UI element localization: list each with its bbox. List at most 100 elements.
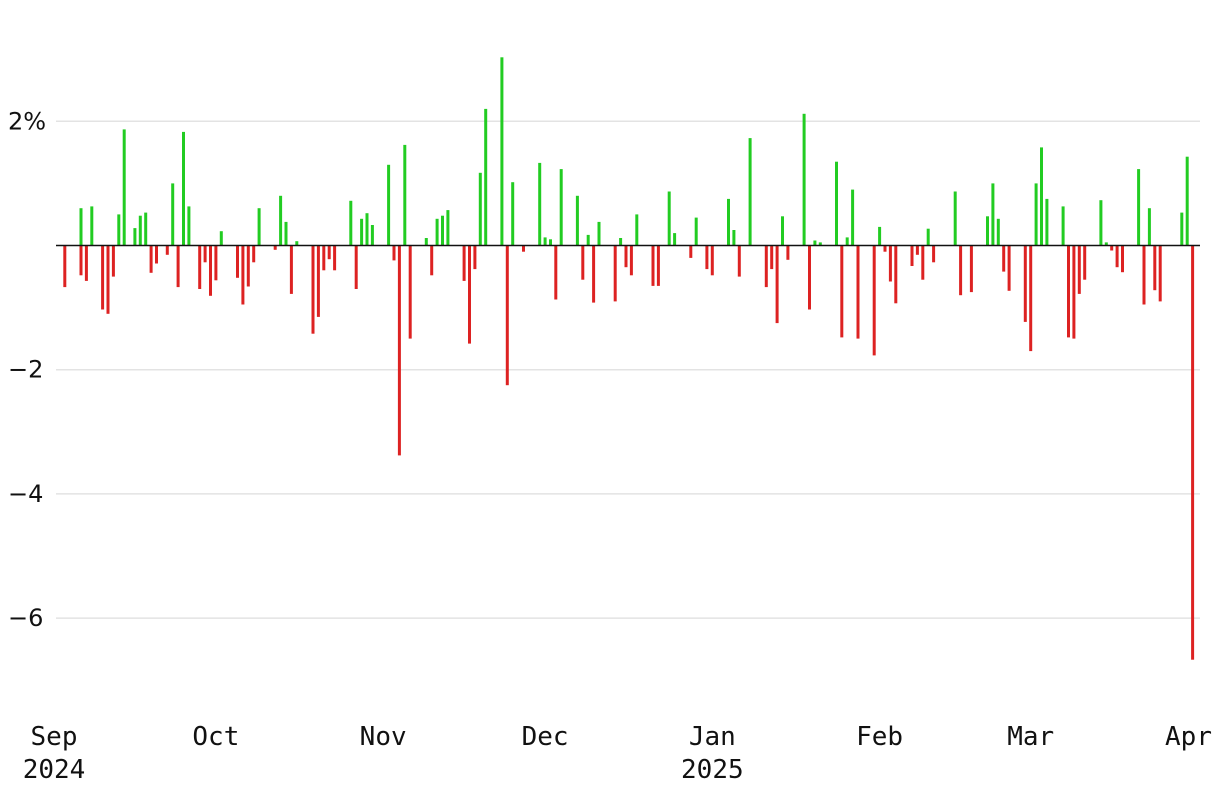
bar-positive-82: [673, 233, 677, 246]
bar-negative-110: [910, 245, 914, 266]
bar-negative-0: [63, 245, 67, 288]
bar-negative-41: [354, 245, 358, 289]
bar-negative-95: [786, 245, 790, 260]
bar-negative-2: [79, 245, 83, 276]
bar-positive-58: [478, 172, 482, 246]
bar-negative-132: [1083, 245, 1087, 280]
bar-positive-43: [365, 213, 369, 246]
bar-negative-131: [1077, 245, 1081, 294]
bar-negative-74: [613, 245, 617, 302]
bar-negative-36: [316, 245, 320, 317]
bar-positive-11: [138, 215, 142, 246]
bar-negative-22: [209, 245, 212, 296]
bar-positive-34: [295, 241, 299, 246]
bar-positive-54: [446, 210, 450, 246]
bar-negative-124: [1029, 245, 1033, 352]
bar-negative-85: [705, 245, 709, 270]
bar-positive-118: [986, 216, 989, 246]
bar-negative-83: [689, 245, 693, 258]
y-tick-label-0: 2%: [8, 107, 46, 135]
bar-positive-144: [1185, 156, 1189, 246]
x-tick-label-2: Nov: [360, 722, 407, 752]
bar-positive-98: [813, 240, 817, 246]
bar-positive-66: [549, 239, 552, 246]
bar-negative-14: [155, 245, 158, 264]
bar-positive-24: [219, 231, 223, 246]
bar-positive-69: [575, 195, 579, 246]
bar-negative-129: [1067, 245, 1070, 338]
bar-negative-17: [176, 245, 180, 288]
bar-negative-137: [1121, 245, 1124, 273]
bar-negative-145: [1191, 245, 1195, 660]
y-tick-label-3: −6: [8, 604, 43, 632]
bar-negative-117: [969, 245, 973, 293]
bar-positive-127: [1045, 198, 1049, 246]
bar-negative-136: [1115, 245, 1119, 268]
bar-positive-115: [953, 191, 957, 246]
bar-negative-114: [932, 245, 936, 263]
bar-positive-52: [435, 218, 439, 246]
bar-negative-15: [165, 245, 169, 255]
bar-positive-19: [187, 206, 191, 246]
bar-negative-116: [959, 245, 963, 296]
x-tick-label-4: Jan: [689, 722, 736, 752]
bar-negative-27: [246, 245, 250, 287]
bar-positive-96: [802, 113, 806, 246]
bar-negative-86: [710, 245, 714, 276]
bar-negative-105: [872, 245, 876, 356]
bar-negative-3: [84, 245, 88, 281]
bar-positive-53: [441, 215, 444, 246]
bar-negative-104: [856, 245, 860, 339]
bar-negative-49: [408, 245, 412, 339]
bar-positive-103: [851, 189, 855, 246]
bar-negative-70: [581, 245, 585, 280]
bar-positive-44: [370, 225, 374, 246]
gridlines: [56, 120, 1200, 619]
bar-positive-32: [284, 221, 288, 246]
bar-positive-59: [484, 108, 488, 246]
bar-negative-122: [1007, 245, 1011, 291]
bar-positive-138: [1137, 169, 1141, 246]
bar-negative-33: [289, 245, 293, 294]
bar-negative-139: [1142, 245, 1146, 305]
bar-positive-65: [543, 237, 547, 246]
bar-positive-68: [559, 169, 563, 246]
bar-negative-28: [252, 245, 256, 263]
bar-negative-20: [198, 245, 202, 289]
y-tick-label-2: −4: [8, 480, 43, 508]
x-tick-label-6: Mar: [1007, 722, 1054, 752]
x-tick-label-3: Dec: [522, 722, 569, 752]
bar-negative-67: [554, 245, 558, 300]
bar-negative-26: [241, 245, 245, 305]
y-tick-label-1: −2: [8, 356, 43, 384]
bar-positive-75: [619, 238, 623, 246]
x-tick-year-4: 2025: [681, 755, 744, 785]
bar-positive-140: [1147, 208, 1151, 246]
bar-negative-35: [311, 245, 315, 334]
bars: [63, 57, 1195, 660]
x-tick-label-5: Feb: [856, 722, 903, 752]
bar-negative-130: [1072, 245, 1076, 339]
bar-positive-143: [1180, 212, 1184, 246]
bar-positive-60: [500, 57, 504, 246]
bar-positive-71: [586, 234, 590, 246]
bar-negative-108: [888, 245, 892, 282]
bar-negative-111: [915, 245, 919, 255]
bar-negative-47: [397, 245, 401, 456]
bar-positive-125: [1034, 183, 1038, 246]
bar-negative-25: [236, 245, 239, 278]
bar-positive-9: [122, 129, 126, 246]
x-tick-year-0: 2024: [23, 755, 86, 785]
bar-negative-56: [468, 245, 471, 344]
bar-positive-73: [597, 221, 601, 246]
bar-negative-135: [1110, 245, 1114, 251]
bar-negative-77: [629, 245, 633, 276]
bar-negative-89: [737, 245, 741, 277]
bar-positive-128: [1061, 206, 1065, 246]
bar-positive-126: [1040, 147, 1043, 246]
bar-positive-12: [144, 212, 148, 246]
x-tick-label-7: Apr: [1165, 722, 1212, 752]
bar-positive-64: [538, 162, 542, 246]
bar-positive-88: [732, 230, 736, 246]
